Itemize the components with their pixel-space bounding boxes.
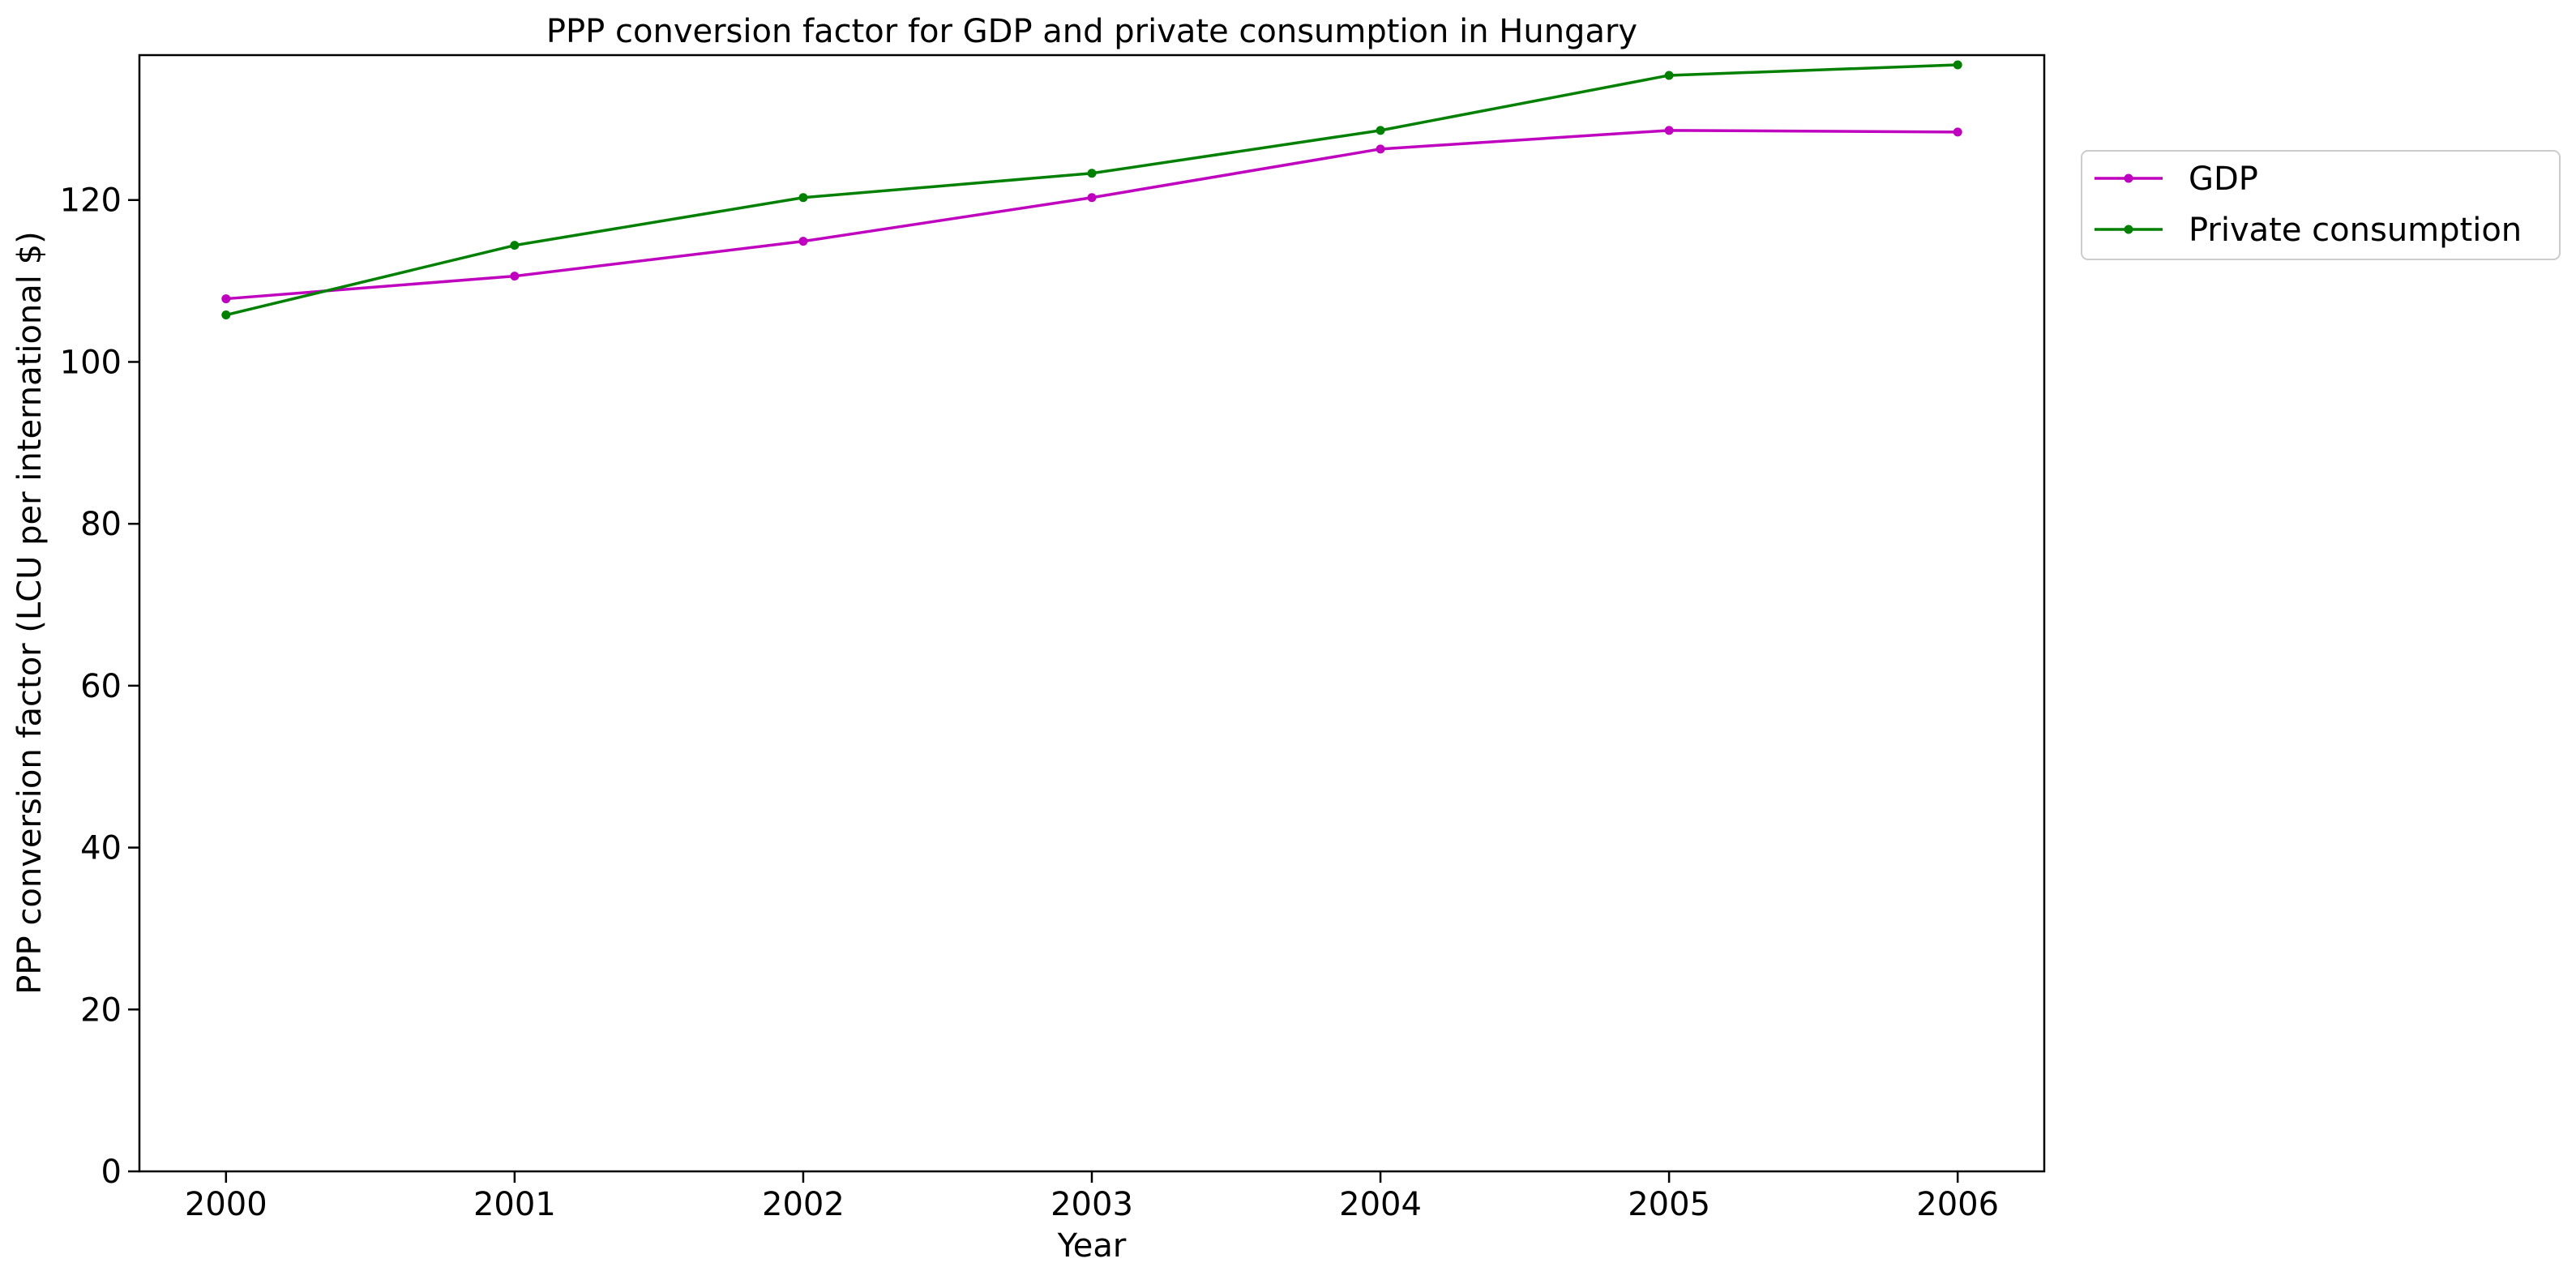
legend-box <box>2081 150 2561 260</box>
legend-label: GDP <box>2189 161 2258 198</box>
y-tick-label: 80 <box>80 506 122 543</box>
legend-swatch-marker <box>2124 225 2133 234</box>
x-tick-label: 2003 <box>1051 1186 1133 1223</box>
data-point <box>1376 126 1385 135</box>
x-tick-label: 2002 <box>762 1186 845 1223</box>
legend-swatch-marker <box>2124 173 2133 183</box>
x-tick-label: 2001 <box>473 1186 556 1223</box>
legend: GDP Private consumption <box>2081 150 2561 260</box>
x-axis-title: Year <box>1057 1227 1127 1265</box>
data-point <box>510 241 520 250</box>
data-point <box>798 193 808 203</box>
y-tick-label: 60 <box>80 668 122 705</box>
data-point <box>221 310 231 320</box>
series-0 <box>221 126 1962 304</box>
data-point <box>1664 71 1674 80</box>
x-tick-label: 2006 <box>1916 1186 1999 1223</box>
y-tick-label: 40 <box>80 830 122 867</box>
y-axis-ticks: 0 20 40 60 80 100 120 <box>60 182 139 1191</box>
data-point <box>1953 127 1962 137</box>
data-point <box>1087 169 1097 178</box>
series-line <box>225 129 1958 301</box>
data-point <box>1664 126 1674 135</box>
y-axis-title: PPP conversion factor (LCU per internati… <box>11 231 49 994</box>
series-layer <box>221 60 1962 320</box>
data-point <box>221 294 231 304</box>
x-axis-ticks: 2000 2001 2002 2003 2004 2005 2006 <box>185 1171 1999 1223</box>
y-tick-label: 20 <box>80 991 122 1029</box>
data-point <box>1953 60 1962 70</box>
x-tick-label: 2005 <box>1628 1186 1710 1223</box>
y-tick-label: 100 <box>60 344 122 381</box>
x-tick-label: 2000 <box>185 1186 267 1223</box>
plot-area-frame <box>138 54 2046 1173</box>
chart-title: PPP conversion factor for GDP and privat… <box>546 13 1637 50</box>
data-point <box>1087 193 1097 203</box>
series-1 <box>221 60 1962 320</box>
data-point <box>510 272 520 281</box>
x-tick-label: 2004 <box>1339 1186 1422 1223</box>
data-point <box>1376 144 1385 154</box>
y-tick-label: 120 <box>60 182 122 220</box>
y-tick-label: 0 <box>101 1154 122 1191</box>
data-point <box>798 237 808 246</box>
legend-label: Private consumption <box>2189 212 2522 249</box>
